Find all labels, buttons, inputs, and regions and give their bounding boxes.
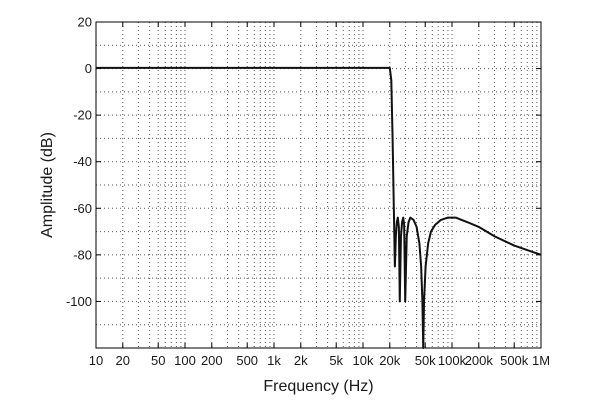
x-axis-label: Frequency (Hz) [263, 378, 373, 395]
plot-area-frame [95, 21, 542, 349]
x-tick-label: 10k [353, 353, 374, 368]
y-tick-label: -20 [73, 108, 92, 123]
x-tick-label: 5k [329, 353, 343, 368]
x-tick-label: 20k [379, 353, 400, 368]
series-layer [96, 66, 542, 349]
x-tick-label: 100 [174, 353, 196, 368]
y-tick-label: 20 [78, 15, 92, 30]
y-tick-label: -80 [73, 247, 92, 262]
axis-ticks [95, 21, 542, 348]
x-tick-label: 200k [465, 353, 494, 368]
x-tick-label: 2k [294, 353, 308, 368]
y-tick-label: 0 [85, 61, 92, 76]
series-line [96, 66, 542, 349]
x-tick-label: 10 [89, 353, 103, 368]
grid [96, 22, 541, 348]
x-tick-label: 20 [116, 353, 130, 368]
y-axis-label: Amplitude (dB) [39, 132, 56, 238]
x-tick-label: 200 [201, 353, 223, 368]
y-tick-label: -100 [66, 294, 92, 309]
x-tick-label: 500 [236, 353, 258, 368]
x-tick-label: 1k [267, 353, 281, 368]
x-tick-label: 500k [500, 353, 529, 368]
y-tick-label: -60 [73, 201, 92, 216]
x-tick-label: 50 [151, 353, 165, 368]
x-tick-label: 1M [532, 353, 550, 368]
x-tick-label: 100k [438, 353, 467, 368]
x-tick-label: 50k [415, 353, 436, 368]
y-tick-label: -40 [73, 154, 92, 169]
